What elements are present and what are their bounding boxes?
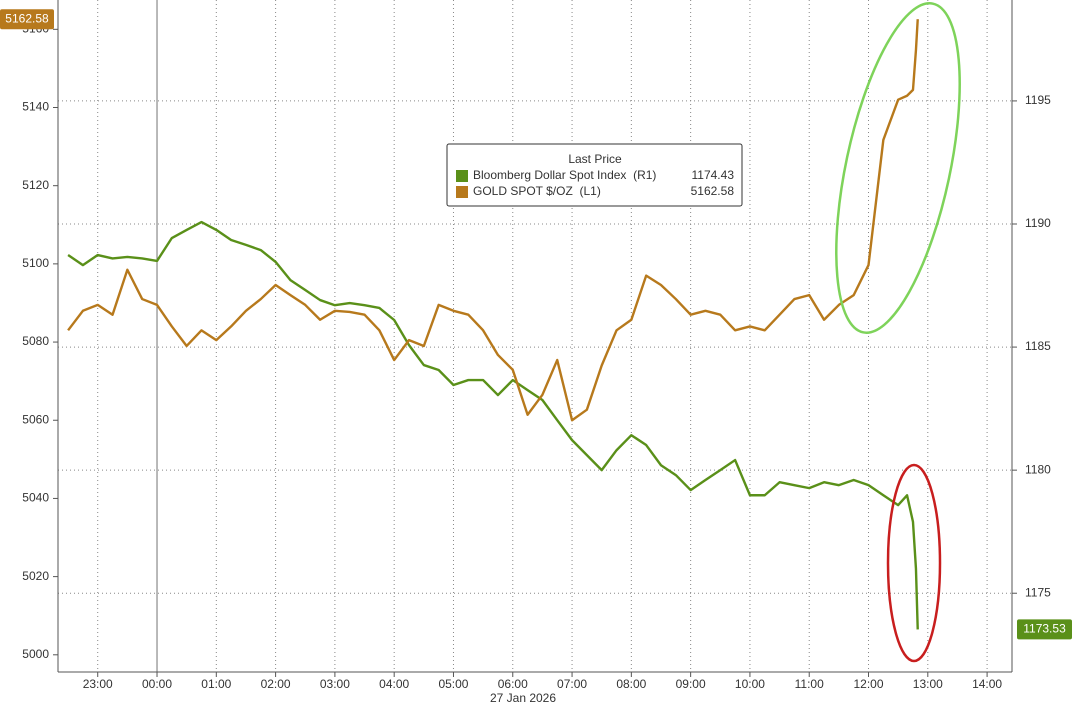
y-tick-label: 5100 — [22, 256, 49, 270]
legend: Last Price Bloomberg Dollar Spot Index (… — [446, 143, 743, 207]
x-tick-label: 23:00 — [83, 677, 113, 691]
x-tick-label: 13:00 — [913, 677, 943, 691]
y2-tick-label: 1195 — [1025, 93, 1051, 107]
date-label: 27 Jan 2026 — [490, 691, 556, 705]
y-tick-label: 5120 — [22, 178, 49, 192]
series-line — [67, 19, 919, 422]
legend-swatch — [456, 186, 468, 198]
x-tick-label: 10:00 — [735, 677, 765, 691]
grid — [58, 0, 1012, 672]
lines — [67, 19, 919, 630]
x-tick-label: 03:00 — [320, 677, 350, 691]
x-tick-label: 01:00 — [201, 677, 231, 691]
last-value-label: 1173.53 — [1023, 622, 1066, 636]
y2-tick-label: 1175 — [1025, 585, 1051, 599]
last-value-badge — [0, 9, 54, 30]
highlight-ellipse — [886, 463, 942, 663]
last-value-badge — [1017, 619, 1072, 640]
series-line — [67, 220, 919, 630]
x-tick-label: 14:00 — [972, 677, 1002, 691]
highlight-ellipse — [835, 2, 961, 334]
x-tick-label: 07:00 — [557, 677, 587, 691]
x-tick-label: 12:00 — [853, 677, 883, 691]
legend-title: Last Price — [568, 152, 622, 166]
x-tick-label: 11:00 — [795, 677, 824, 691]
x-tick-label: 08:00 — [616, 677, 646, 691]
y-tick-label: 5140 — [22, 100, 49, 114]
legend-value: 5162.58 — [691, 184, 735, 198]
y-tick-label: 5080 — [22, 334, 49, 348]
legend-box — [446, 143, 743, 207]
x-tick-label: 02:00 — [261, 677, 291, 691]
y-tick-label: 5020 — [22, 569, 49, 583]
legend-value: 1174.43 — [692, 168, 735, 182]
y2-tick-label: 1180 — [1025, 462, 1051, 476]
last-value-label: 5162.58 — [5, 11, 49, 25]
axes: 23:00 00:00 01:00 02:00 03:00 04:00 05:00 06:00… — [22, 0, 1051, 691]
y2-tick-label: 1190 — [1025, 216, 1051, 230]
x-tick-label: 09:00 — [676, 677, 706, 691]
y-tick-label: 5000 — [22, 647, 49, 661]
x-tick-label: 06:00 — [498, 677, 528, 691]
y-tick-label: 5040 — [22, 491, 49, 505]
y2-tick-label: 1185 — [1025, 339, 1051, 353]
legend-label: GOLD SPOT $/OZ (L1) — [473, 184, 601, 198]
legend-swatch — [456, 170, 468, 182]
badges: 1173.53 5162.58 — [0, 9, 1072, 640]
legend-label: Bloomberg Dollar Spot Index (R1) — [473, 168, 656, 182]
x-tick-label: 00:00 — [142, 677, 172, 691]
x-tick-label: 04:00 — [379, 677, 409, 691]
x-tick-label: 05:00 — [438, 677, 468, 691]
y-tick-label: 5060 — [22, 412, 49, 426]
